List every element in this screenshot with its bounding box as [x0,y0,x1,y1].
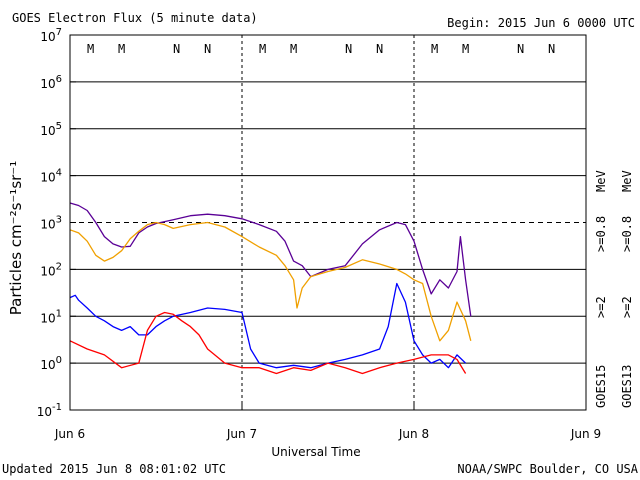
legend-goes13-label: GOES13 [620,365,634,408]
y-tick-label: 102 [40,261,62,278]
mn-marker-n: N [345,42,352,56]
x-tick-label: Jun 8 [398,427,429,441]
chart-title: GOES Electron Flux (5 minute data) [12,11,258,25]
mn-marker-m: M [259,42,266,56]
mn-marker-m: M [87,42,94,56]
mn-marker-n: N [204,42,211,56]
y-tick-label: 100 [40,355,62,372]
mn-marker-m: M [290,42,297,56]
series-lines [69,202,472,375]
y-axis-ticks: 10-1 100 101 102 103 104 105 106 107 [37,27,76,419]
series-line-goes15_ge2 [69,282,467,369]
series-line-goes13_ge08 [69,221,472,342]
gridlines [70,81,586,364]
y-tick-label: 104 [40,168,62,185]
legend-mev-unit-2: MeV [620,170,634,192]
legend-goes13-ge2: >=2 [620,296,634,318]
x-tick-label: Jun 7 [226,427,257,441]
legend-goes15-ge08: >=0.8 [594,216,608,252]
series-line-goes13_ge2 [69,311,467,375]
x-tick-label: Jun 6 [54,427,85,441]
legend-goes15-label: GOES15 [594,365,608,408]
mn-marker-m: M [462,42,469,56]
y-tick-label: 106 [40,74,62,91]
legend-goes13-ge08: >=0.8 [620,216,634,252]
mn-marker-m: M [118,42,125,56]
mn-marker-m: M [431,42,438,56]
y-tick-label: 101 [40,308,62,325]
x-tick-label: Jun 9 [570,427,601,441]
series-line-goes15_ge08 [69,202,472,317]
legend-goes15-ge2: >=2 [594,296,608,318]
x-axis-ticks: Jun 6 Jun 7 Jun 8 Jun 9 [54,404,601,441]
day-dividers [241,35,415,410]
x-axis-title: Universal Time [271,445,360,459]
begin-date: Begin: 2015 Jun 6 0000 UTC [447,16,635,30]
y-tick-label: 103 [40,215,62,232]
y-tick-label: 10-1 [37,402,62,419]
legend-mev-unit: MeV [594,170,608,192]
mn-marker-n: N [517,42,524,56]
legend: GOES15 GOES13 >=2 >=2 >=0.8 >=0.8 MeV Me… [594,170,634,408]
y-axis-title: Particles cm⁻²s⁻¹sr⁻¹ [7,161,25,315]
mn-marker-n: N [548,42,555,56]
mn-marker-n: N [173,42,180,56]
data-source: NOAA/SWPC Boulder, CO USA [457,462,638,476]
mn-marker-n: N [376,42,383,56]
plot-frame [69,34,587,411]
updated-timestamp: Updated 2015 Jun 8 08:01:02 UTC [2,462,226,476]
y-tick-label: 107 [40,27,62,44]
y-tick-label: 105 [40,121,62,138]
